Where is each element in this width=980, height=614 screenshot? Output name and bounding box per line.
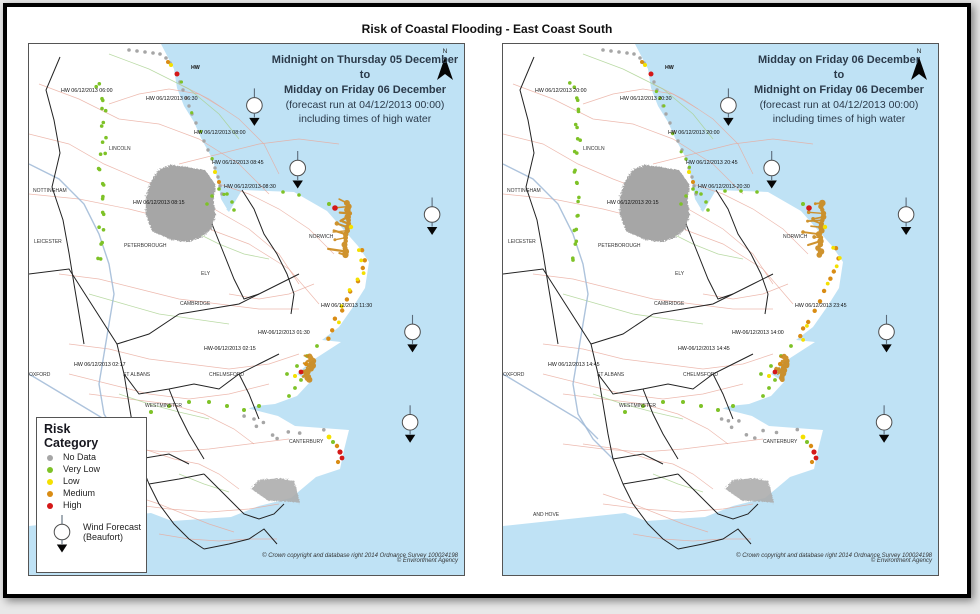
svg-text:HW 06/12/2013 23:45: HW 06/12/2013 23:45 (795, 303, 847, 309)
svg-text:HW 06/12/2013 11:30: HW 06/12/2013 11:30 (321, 303, 372, 309)
svg-text:ELY: ELY (201, 271, 211, 277)
svg-text:HW 06/12/2013 08:15: HW 06/12/2013 08:15 (133, 200, 185, 206)
svg-text:HW: HW (665, 65, 674, 71)
svg-text:HW 06/12/2013-20:30: HW 06/12/2013-20:30 (698, 184, 750, 190)
svg-text:HW 06/12/2013 20:30: HW 06/12/2013 20:30 (620, 96, 672, 102)
svg-text:HW 06/12/2013 08:00: HW 06/12/2013 08:00 (194, 130, 246, 136)
svg-text:OXFORD: OXFORD (29, 372, 51, 378)
svg-text:HW 06/12/2013 20:15: HW 06/12/2013 20:15 (607, 200, 659, 206)
svg-text:HW 06/12/2013 14:45: HW 06/12/2013 14:45 (548, 362, 600, 368)
svg-text:CANTERBURY: CANTERBURY (289, 439, 324, 445)
svg-text:CANTERBURY: CANTERBURY (763, 439, 798, 445)
svg-text:HW-06/12/2013 14:45: HW-06/12/2013 14:45 (678, 346, 730, 352)
svg-text:PETERBOROUGH: PETERBOROUGH (124, 243, 167, 249)
svg-text:HW 06/12/2013-08:30: HW 06/12/2013-08:30 (224, 184, 276, 190)
svg-text:AND HOVE: AND HOVE (533, 512, 560, 518)
svg-text:HW 06/12/2013 08:45: HW 06/12/2013 08:45 (212, 160, 264, 166)
svg-text:WESTMINSTER: WESTMINSTER (619, 403, 656, 409)
svg-text:NORWICH: NORWICH (783, 234, 808, 240)
svg-text:LINCOLN: LINCOLN (583, 146, 605, 152)
svg-text:LINCOLN: LINCOLN (109, 146, 131, 152)
svg-text:CAMBRIDGE: CAMBRIDGE (180, 301, 211, 307)
svg-text:HW 06/12/2013 20:00: HW 06/12/2013 20:00 (668, 130, 720, 136)
svg-text:CAMBRIDGE: CAMBRIDGE (654, 301, 685, 307)
svg-text:NORWICH: NORWICH (309, 234, 334, 240)
svg-text:OXFORD: OXFORD (503, 372, 525, 378)
svg-text:LEICESTER: LEICESTER (508, 239, 536, 245)
svg-text:CHELMSFORD: CHELMSFORD (209, 372, 244, 378)
svg-text:HW 06/12/2013 20:00: HW 06/12/2013 20:00 (535, 88, 587, 94)
svg-text:HW 06/12/2013 06:30: HW 06/12/2013 06:30 (146, 96, 198, 102)
svg-text:LEICESTER: LEICESTER (34, 239, 62, 245)
svg-text:ST ALBANS: ST ALBANS (123, 372, 151, 378)
svg-text:HW-06/12/2013 02:15: HW-06/12/2013 02:15 (204, 346, 256, 352)
svg-text:HW: HW (191, 65, 200, 71)
svg-text:HW 06/12/2013 06:00: HW 06/12/2013 06:00 (61, 88, 113, 94)
svg-text:ST ALBANS: ST ALBANS (597, 372, 625, 378)
svg-text:HW 06/12/2013 20:45: HW 06/12/2013 20:45 (686, 160, 738, 166)
svg-text:NOTTINGHAM: NOTTINGHAM (507, 188, 541, 194)
svg-text:HW-06/12/2013 01:30: HW-06/12/2013 01:30 (258, 330, 310, 336)
svg-text:NOTTINGHAM: NOTTINGHAM (33, 188, 67, 194)
svg-text:CHELMSFORD: CHELMSFORD (683, 372, 718, 378)
svg-text:HW 06/12/2013 02:17: HW 06/12/2013 02:17 (74, 362, 126, 368)
svg-text:HW-06/12/2013 14:00: HW-06/12/2013 14:00 (732, 330, 784, 336)
svg-text:WESTMINSTER: WESTMINSTER (145, 403, 182, 409)
svg-text:ELY: ELY (675, 271, 685, 277)
svg-text:PETERBOROUGH: PETERBOROUGH (598, 243, 641, 249)
